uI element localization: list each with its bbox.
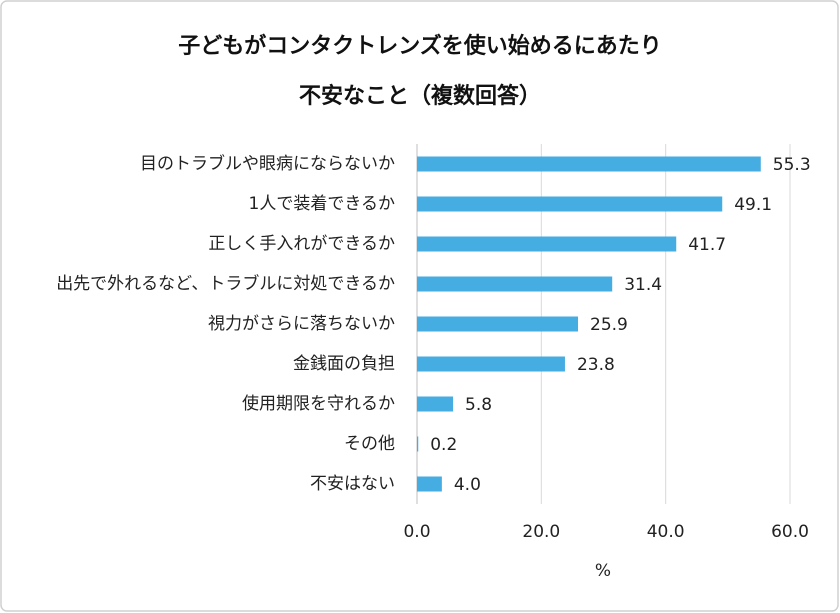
y-tick-label: 不安はない <box>310 474 395 494</box>
value-label: 23.8 <box>577 355 615 375</box>
y-tick-label: 金銭面の負担 <box>293 354 395 374</box>
bar <box>417 476 442 492</box>
x-tick-label: 40.0 <box>647 522 685 542</box>
bar <box>417 276 613 292</box>
bar <box>417 316 579 332</box>
value-label: 31.4 <box>624 275 662 295</box>
x-tick-label: 60.0 <box>771 522 809 542</box>
x-tick-label: 20.0 <box>522 522 560 542</box>
value-label: 5.8 <box>465 395 492 415</box>
x-tick-label: 0.0 <box>403 522 430 542</box>
value-label: 49.1 <box>734 195 772 215</box>
bar <box>417 396 454 412</box>
bar <box>417 236 677 252</box>
bar <box>417 436 419 452</box>
value-label: 0.2 <box>430 435 457 455</box>
y-tick-label: 視力がさらに落ちないか <box>208 314 395 334</box>
chart-title: 不安なこと（複数回答） <box>299 83 541 109</box>
value-label: 41.7 <box>688 235 726 255</box>
y-tick-label: 目のトラブルや眼病にならないか <box>140 153 395 174</box>
bar <box>417 156 761 172</box>
y-tick-label: 出先で外れるなど、トラブルに対処できるか <box>56 273 395 294</box>
y-tick-label: 正しく手入れができるか <box>208 234 395 254</box>
value-label: 25.9 <box>590 315 628 335</box>
chart-title: 子どもがコンタクトレンズを使い始めるにあたり <box>178 33 662 59</box>
value-label: 4.0 <box>454 475 481 495</box>
y-tick-label: 使用期限を守れるか <box>242 393 395 414</box>
bar <box>417 356 565 372</box>
value-label: 55.3 <box>773 155 811 175</box>
bar <box>417 196 723 212</box>
y-tick-label: 1人で装着できるか <box>249 194 395 214</box>
x-axis-label: % <box>595 561 611 581</box>
y-tick-label: その他 <box>344 434 395 454</box>
